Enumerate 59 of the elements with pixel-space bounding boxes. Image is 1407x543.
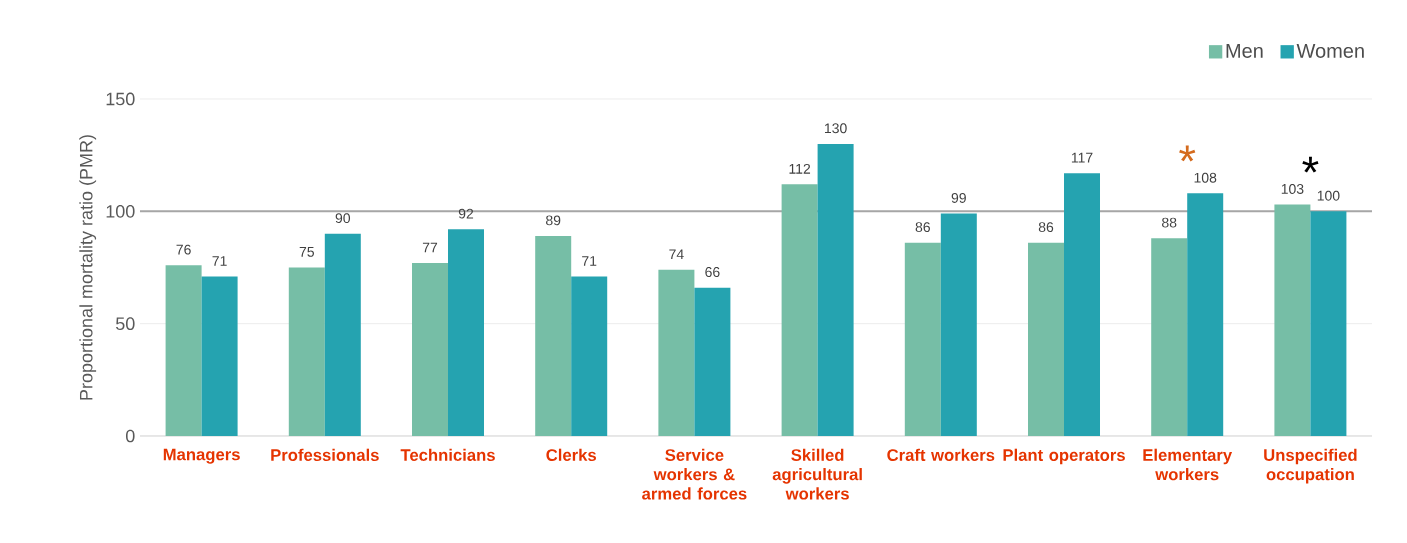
data-label: 71: [582, 256, 597, 266]
y-tick-label: 100: [106, 204, 135, 218]
bar: [535, 236, 572, 436]
bar: [904, 242, 941, 436]
legend-label: Men: [1226, 43, 1263, 58]
data-label: 86: [915, 222, 930, 233]
bar: [571, 276, 608, 436]
x-tick-label: Skilled agricultural workers: [772, 448, 862, 500]
annotation: *: [1302, 156, 1319, 173]
bar: [1028, 242, 1064, 436]
data-label: 103: [1281, 183, 1304, 194]
bar: [817, 143, 854, 436]
y-tick-label: 0: [125, 429, 135, 443]
bar: [201, 276, 238, 436]
bar: [1310, 211, 1347, 436]
data-label: 92: [458, 208, 474, 219]
bar: [658, 269, 695, 436]
data-label: 88: [1162, 217, 1177, 228]
x-tick-label: Technicians: [400, 448, 495, 461]
x-tick-label: Managers: [163, 448, 240, 464]
data-label: 76: [176, 244, 191, 255]
data-label: 74: [669, 249, 684, 260]
bar: [781, 184, 818, 436]
data-label: 108: [1194, 172, 1217, 183]
data-label: 90: [335, 213, 351, 224]
bar: [165, 265, 202, 436]
bar: [1151, 238, 1188, 436]
bar: [1064, 173, 1101, 436]
data-label: 100: [1317, 190, 1340, 201]
bar: [1187, 193, 1224, 436]
data-label: 71: [212, 256, 227, 266]
bar: [288, 267, 325, 436]
y-axis-title: Proportional mortality ratio (PMR): [79, 135, 97, 400]
y-tick-label: 150: [106, 92, 135, 106]
data-label: 89: [546, 215, 561, 226]
data-label: 130: [824, 123, 847, 134]
x-tick-label: Unspecified occupation: [1264, 448, 1357, 484]
x-tick-label: Clerks: [546, 448, 596, 461]
x-tick-label: Plant operators: [1003, 448, 1125, 465]
x-tick-label: Professionals: [271, 448, 379, 461]
bar: [1274, 204, 1311, 436]
x-tick-label: Craft workers: [887, 448, 995, 461]
data-label: 86: [1038, 222, 1054, 233]
legend-label: Women: [1296, 43, 1364, 58]
bar: [412, 263, 448, 436]
bar: [940, 213, 977, 436]
x-tick-label: Service workers & armed forces: [642, 448, 747, 500]
x-tick-label: Elementary workers: [1143, 448, 1233, 481]
data-label: 117: [1071, 152, 1093, 163]
bar: [324, 233, 361, 436]
data-label: 66: [705, 267, 720, 278]
bar: [694, 287, 731, 436]
annotation: *: [1179, 145, 1196, 162]
bar: [448, 229, 484, 436]
data-label: 75: [299, 247, 314, 257]
data-label: 99: [951, 192, 966, 203]
y-tick-label: 50: [115, 317, 135, 331]
data-label: 77: [422, 242, 438, 253]
data-label: 112: [789, 163, 811, 174]
